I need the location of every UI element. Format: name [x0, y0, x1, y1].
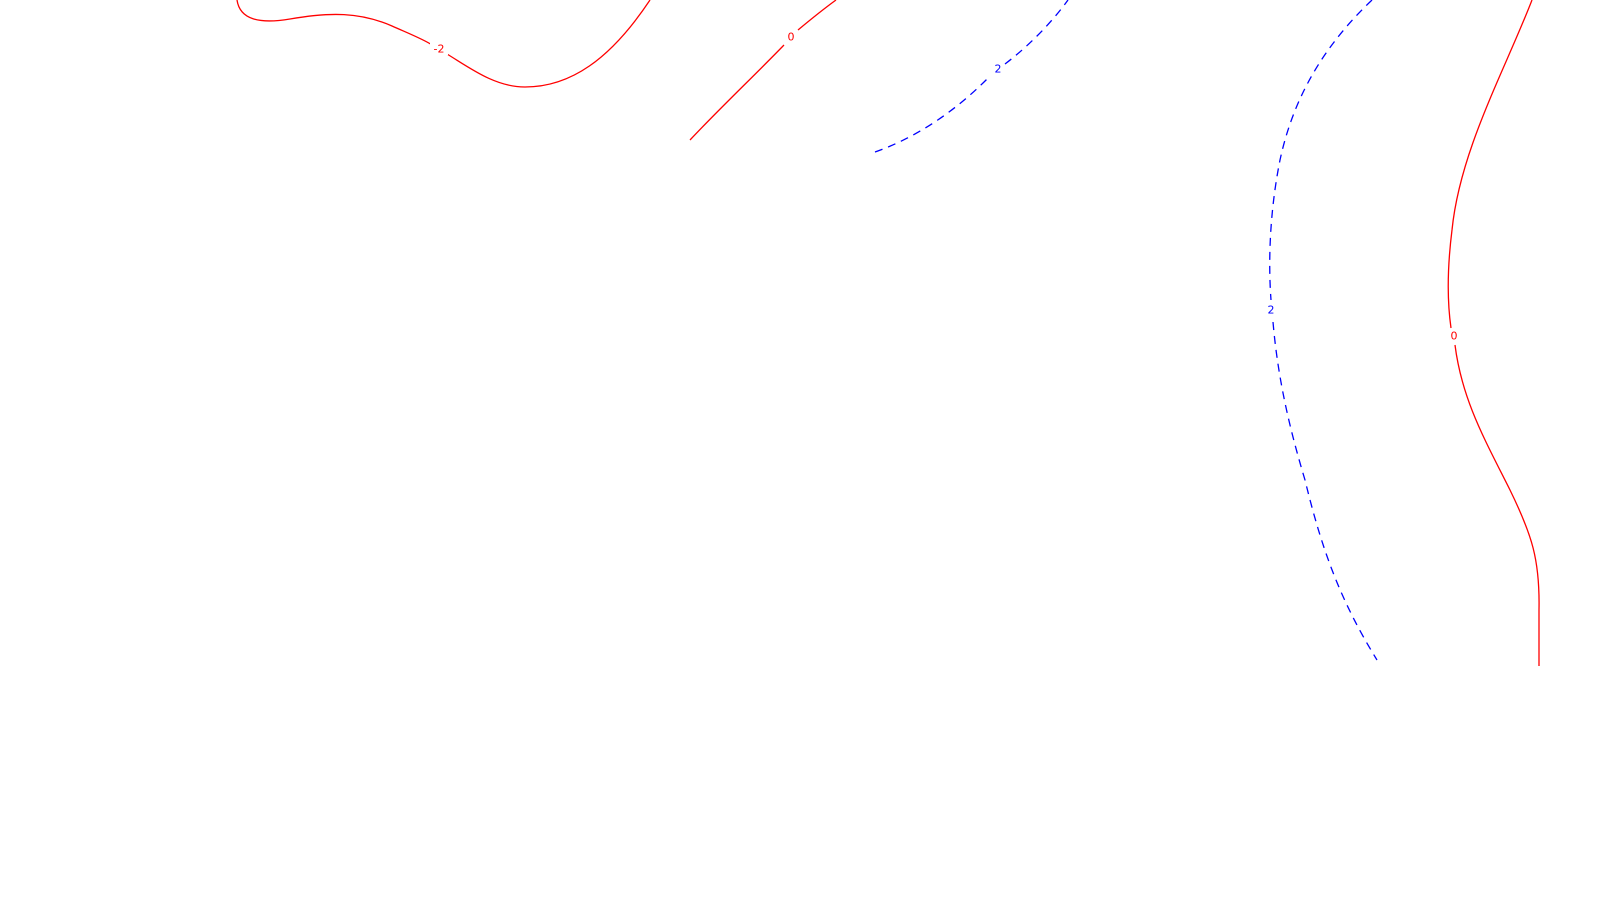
- contour-label-2-right: 2: [1268, 304, 1275, 317]
- contour-line-2-top: [874, 0, 1069, 153]
- contour-label-2-top: 2: [995, 63, 1002, 76]
- contour-line-0-right: [1447, 0, 1540, 666]
- contour-label-0-left-group: 0: [785, 31, 797, 44]
- contour-label-0-left: 0: [788, 31, 795, 44]
- contour-label-0-right-group: 0: [1447, 330, 1460, 343]
- contour-line-2-right: [1269, 0, 1378, 661]
- contour-line-neg2: [236, 0, 651, 88]
- contour-label-neg2-group: -2: [430, 43, 448, 56]
- contour-label-2-right-group: 2: [1265, 303, 1278, 317]
- contour-label-2-top-group: 2: [991, 63, 1004, 76]
- contour-line-0-left: [689, 0, 837, 141]
- contour-label-neg2: -2: [434, 43, 445, 56]
- contour-label-0-right: 0: [1451, 330, 1458, 343]
